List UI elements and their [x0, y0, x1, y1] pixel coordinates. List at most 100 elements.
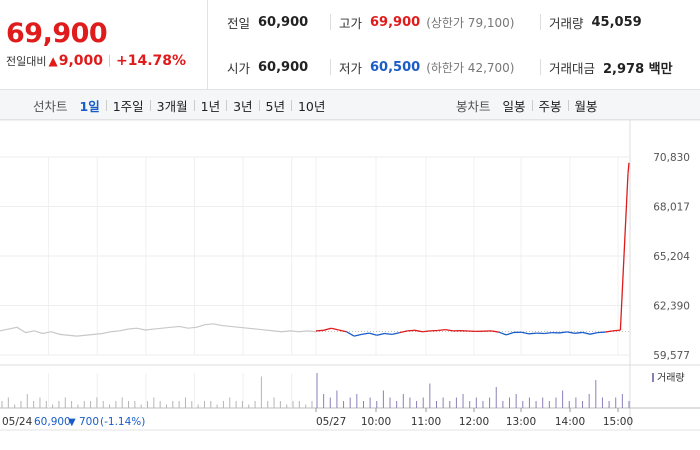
price-segment-down [506, 331, 515, 336]
x-axis-labels: 05/27 10:00 11:00 12:00 13:00 14:00 15:00 [316, 416, 633, 428]
tab-10y[interactable]: 10년 [285, 96, 325, 115]
price-summary: 69,900 전일대비 ▲ 9,000 +14.78% [0, 0, 208, 90]
volume-legend-label: 거래량 [657, 372, 685, 384]
x-tick-label: 15:00 [603, 416, 633, 428]
price-segment-down [391, 331, 400, 335]
price-segment-down [574, 331, 583, 334]
price-segment-up [399, 330, 408, 334]
price-segment-down [544, 331, 552, 335]
stat-label: 고가 [339, 16, 363, 31]
tab-3m[interactable]: 3개월 [144, 96, 188, 115]
divider [109, 55, 111, 67]
stat-open: 시가 60,900 [227, 45, 308, 90]
price-segment-down [346, 331, 355, 337]
price-segment-up [323, 327, 332, 331]
change-rate: +14.78% [116, 53, 187, 69]
price-segment-down [589, 331, 598, 335]
price-segment-up [407, 329, 415, 332]
stat-prev-close: 전일 60,900 [227, 0, 308, 45]
price-segment-up [338, 329, 347, 333]
tab-monthly-candle[interactable]: 월봉 [562, 96, 598, 115]
price-segment-up [627, 162, 630, 174]
lower-limit: (하한가 42,700) [426, 61, 515, 75]
current-price: 69,900 [6, 18, 108, 49]
price-segment-down [369, 332, 378, 336]
price-segment-down [376, 332, 385, 336]
prev-day-line [0, 323, 317, 337]
price-segment-up [612, 329, 621, 332]
upper-limit: (상한가 79,100) [426, 16, 515, 30]
footer-date: 05/24 [2, 416, 33, 428]
prev-day-summary: 05/24 60,900 ▼ 700 (-1.14%) [2, 416, 145, 428]
y-tick-label: 65,204 [653, 251, 690, 263]
divider [330, 14, 331, 30]
stat-label: 거래량 [549, 16, 584, 31]
x-tick-label: 10:00 [361, 416, 391, 428]
tab-1y[interactable]: 1년 [188, 96, 220, 115]
price-change-row: 전일대비 ▲ 9,000 +14.78% [6, 53, 186, 69]
stat-high: 고가 69,900 (상한가 79,100) [339, 0, 514, 45]
divider [540, 14, 541, 30]
price-chart[interactable]: 70,830 68,017 65,204 62,390 59,577 05/27 10:0… [0, 120, 700, 450]
price-segment-down [353, 333, 362, 337]
price-segment-up [490, 330, 499, 333]
chart-tab-bar: 선차트 1일 1주일 3개월 1년 3년 5년 10년 봉차트 일봉 주봉 월봉 [0, 90, 700, 120]
price-segment-down [361, 332, 370, 336]
tab-1w[interactable]: 1주일 [100, 96, 144, 115]
volume-bars [1, 373, 630, 408]
price-segment-up [422, 330, 431, 333]
price-segment-down [597, 331, 606, 334]
stat-low: 저가 60,500 (하한가 42,700) [339, 45, 514, 90]
stat-value: 69,900 [370, 15, 421, 30]
price-segment-down [498, 331, 507, 336]
chart-grid [0, 120, 700, 431]
change-amount: 9,000 [58, 53, 104, 69]
tab-5y[interactable]: 5년 [253, 96, 285, 115]
stat-label: 전일 [227, 16, 251, 31]
stat-trade-value: 거래대금 2,978 백만 [549, 45, 673, 90]
stat-value: 60,500 [370, 60, 421, 75]
y-tick-label: 59,577 [653, 350, 690, 362]
stat-label: 시가 [227, 61, 251, 76]
footer-change: 700 [79, 416, 99, 428]
tab-weekly-candle[interactable]: 주봉 [526, 96, 562, 115]
y-tick-label: 70,830 [653, 152, 690, 164]
tab-1d[interactable]: 1일 [79, 98, 100, 114]
stat-value: 60,900 [258, 60, 309, 75]
x-tick-label: 11:00 [411, 416, 441, 428]
divider [330, 59, 331, 75]
price-segment-down [529, 332, 537, 335]
volume-legend: 거래량 [652, 372, 685, 384]
price-segment-down [559, 331, 568, 334]
price-lines [0, 162, 630, 337]
tab-3y[interactable]: 3년 [220, 96, 252, 115]
line-chart-tabs: 선차트 1일 1주일 3개월 1년 3년 5년 10년 [33, 90, 325, 120]
price-segment-down [384, 332, 393, 336]
price-segment-up [445, 328, 454, 332]
change-label: 전일대비 [6, 55, 47, 68]
line-chart-title: 선차트 [33, 98, 68, 114]
x-tick-label: 13:00 [506, 416, 536, 428]
quote-header: 69,900 전일대비 ▲ 9,000 +14.78% 전일 60,900 고가… [0, 0, 700, 90]
price-segment-down [567, 331, 575, 334]
stats-grid: 전일 60,900 고가 69,900 (상한가 79,100) 거래량 45,… [209, 0, 700, 90]
up-arrow-icon: ▲ [48, 54, 58, 68]
footer-price: 60,900 [34, 416, 71, 428]
stat-volume: 거래량 45,059 [549, 0, 642, 45]
x-tick-label: 05/27 [316, 416, 346, 428]
y-axis-labels: 70,830 68,017 65,204 62,390 59,577 [653, 152, 690, 362]
stat-label: 저가 [339, 61, 363, 76]
price-segment-up [437, 328, 446, 332]
candle-chart-title: 봉차트 [456, 98, 491, 114]
stat-value: 60,900 [258, 15, 309, 30]
divider [540, 59, 541, 75]
price-segment-down [521, 331, 530, 335]
x-tick-label: 14:00 [555, 416, 585, 428]
price-segment-up [331, 327, 339, 331]
price-segment-down [582, 331, 591, 335]
stat-value: 2,978 백만 [603, 62, 673, 77]
volume-legend-swatch [652, 373, 654, 382]
stat-label: 거래대금 [549, 61, 596, 76]
tab-daily-candle[interactable]: 일봉 [502, 98, 526, 114]
y-tick-label: 68,017 [653, 202, 690, 214]
